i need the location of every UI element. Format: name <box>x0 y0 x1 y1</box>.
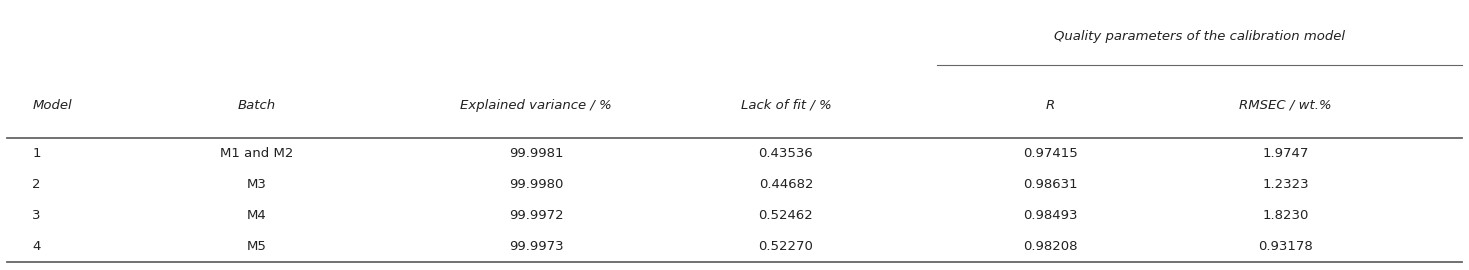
Text: 0.98208: 0.98208 <box>1022 240 1078 253</box>
Text: M5: M5 <box>247 240 267 253</box>
Text: 4: 4 <box>32 240 41 253</box>
Text: 1.2323: 1.2323 <box>1262 178 1309 191</box>
Text: M4: M4 <box>247 209 267 222</box>
Text: 1.8230: 1.8230 <box>1262 209 1309 222</box>
Text: 0.98493: 0.98493 <box>1022 209 1078 222</box>
Text: 0.97415: 0.97415 <box>1022 147 1078 160</box>
Text: RMSEC / wt.%: RMSEC / wt.% <box>1238 99 1332 112</box>
Text: 0.52270: 0.52270 <box>758 240 814 253</box>
Text: 99.9980: 99.9980 <box>508 178 564 191</box>
Text: 0.44682: 0.44682 <box>758 178 814 191</box>
Text: 99.9981: 99.9981 <box>508 147 564 160</box>
Text: Lack of fit / %: Lack of fit / % <box>740 99 831 112</box>
Text: Quality parameters of the calibration model: Quality parameters of the calibration mo… <box>1053 30 1346 43</box>
Text: 0.98631: 0.98631 <box>1022 178 1078 191</box>
Text: Explained variance / %: Explained variance / % <box>460 99 613 112</box>
Text: M3: M3 <box>247 178 267 191</box>
Text: 99.9972: 99.9972 <box>508 209 564 222</box>
Text: Model: Model <box>32 99 72 112</box>
Text: 1: 1 <box>32 147 41 160</box>
Text: 0.43536: 0.43536 <box>758 147 814 160</box>
Text: 99.9973: 99.9973 <box>508 240 564 253</box>
Text: 0.52462: 0.52462 <box>758 209 814 222</box>
Text: 2: 2 <box>32 178 41 191</box>
Text: 0.93178: 0.93178 <box>1257 240 1313 253</box>
Text: M1 and M2: M1 and M2 <box>220 147 294 160</box>
Text: Batch: Batch <box>238 99 276 112</box>
Text: 3: 3 <box>32 209 41 222</box>
Text: R: R <box>1046 99 1055 112</box>
Text: 1.9747: 1.9747 <box>1262 147 1309 160</box>
